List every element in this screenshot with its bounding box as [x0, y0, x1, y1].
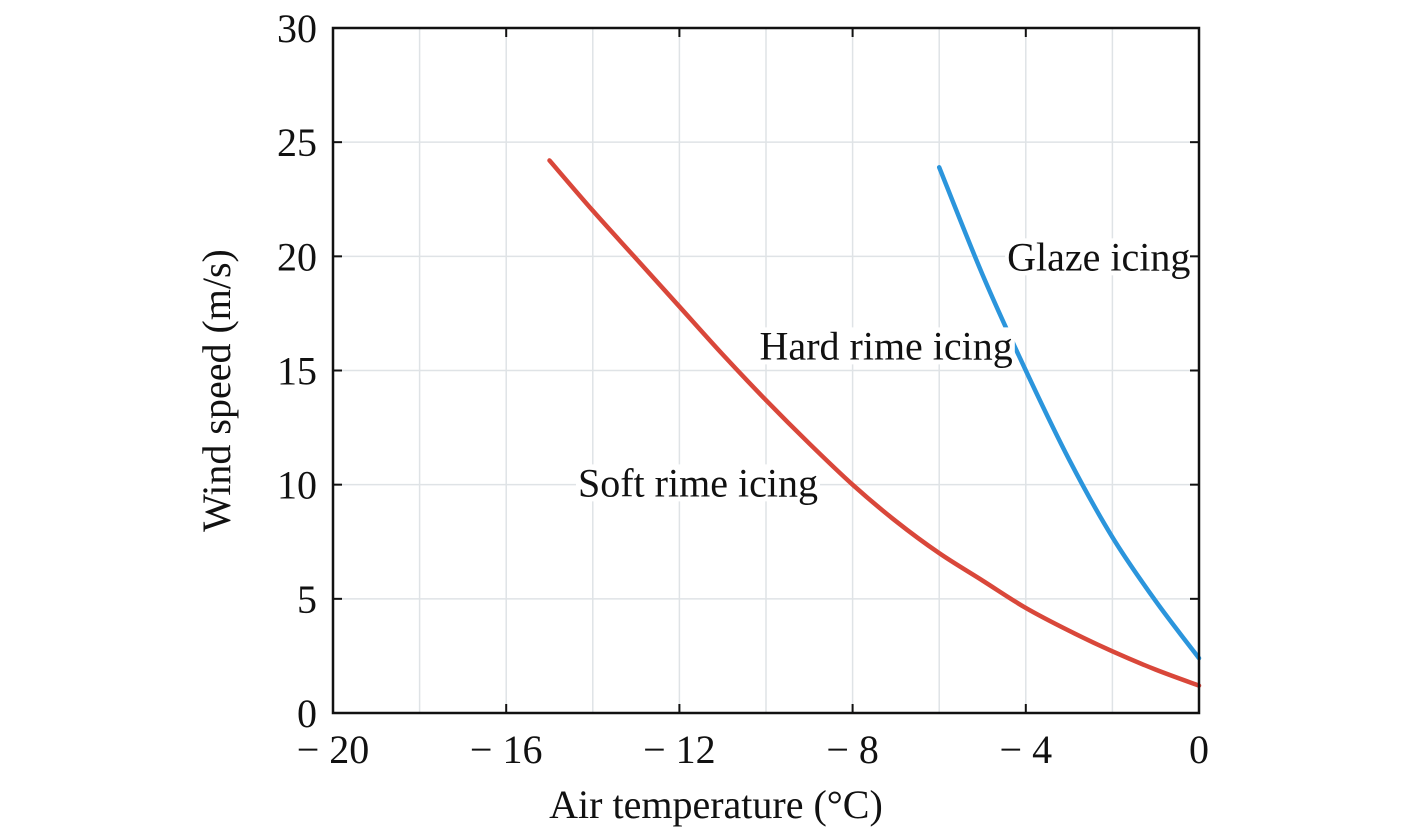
y-tick-label: 0: [297, 691, 317, 736]
axis-ticks: − 20 − 16 − 12 − 8 − 4 0 0 5 10 15 20 25 30: [277, 6, 1209, 772]
x-tick-label: − 8: [826, 727, 879, 772]
annotation-background: [1005, 238, 1193, 276]
series-line-2: [936, 165, 1202, 661]
y-axis-title: Wind speed (m/s): [194, 249, 239, 532]
x-axis-title: Air temperature (°C): [549, 782, 883, 827]
x-tick-label: − 4: [1000, 727, 1053, 772]
y-tick-label: 20: [277, 234, 317, 279]
annotations: Glaze icing Hard rime icing Soft rime icin…: [575, 234, 1193, 505]
annotation-label: Glaze icing: [1007, 234, 1190, 279]
y-tick-label: 10: [277, 463, 317, 508]
annotation-background: [575, 464, 820, 502]
series-line-1: [547, 158, 1202, 688]
annotation-background: [757, 327, 1015, 365]
annotation-label: Soft rime icing: [578, 460, 818, 505]
series-lines: [547, 158, 1202, 688]
y-tick-label: 25: [277, 120, 317, 165]
y-tick-label: 30: [277, 6, 317, 51]
x-tick-label: − 12: [643, 727, 716, 772]
x-tick-label: 0: [1189, 727, 1209, 772]
y-tick-label: 15: [277, 349, 317, 394]
grid-lines: [333, 28, 1199, 713]
x-tick-label: − 16: [470, 727, 543, 772]
x-tick-label: − 20: [297, 727, 370, 772]
annotation-label: Hard rime icing: [760, 323, 1013, 368]
y-tick-label: 5: [297, 577, 317, 622]
